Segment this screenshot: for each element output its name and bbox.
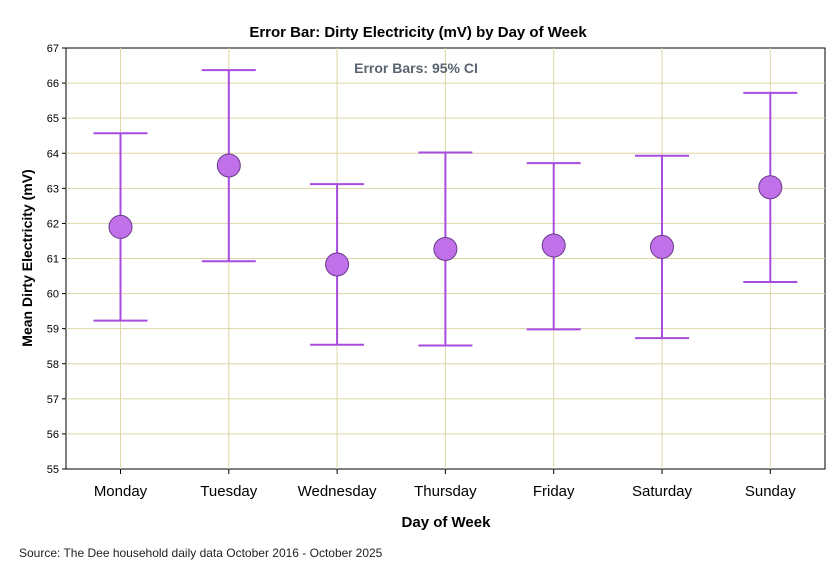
y-tick-label: 59 [47,324,59,336]
y-tick-label: 64 [47,148,59,160]
error-bar-saturday [635,154,689,340]
error-bar-tuesday [201,69,256,263]
mean-marker [216,153,241,178]
x-axis-label: Day of Week [402,514,492,531]
source-note: Source: The Dee household daily data Oct… [19,546,383,560]
y-tick-label: 61 [47,254,59,266]
error-bar-sunday [743,91,798,284]
error-bar-wednesday [310,183,365,346]
x-tick-label-friday: Friday [533,483,575,500]
y-tick-label: 62 [47,218,59,230]
y-tick-label: 63 [47,183,59,195]
mean-marker [758,175,783,200]
y-tick-label: 57 [47,394,59,406]
x-tick-label-monday: Monday [94,483,148,500]
y-axis-ticks: 55 56 57 58 59 60 61 62 63 64 65 66 67 [47,43,66,476]
chart-title: Error Bar: Dirty Electricity (mV) by Day… [249,24,587,41]
x-tick-label-tuesday: Tuesday [200,483,257,500]
error-bar-monday [93,132,148,322]
y-tick-label: 66 [47,78,59,90]
error-bar-annotation: Error Bars: 95% CI [354,60,478,76]
x-tick-label-thursday: Thursday [414,483,477,500]
x-tick-label-saturday: Saturday [632,483,693,500]
y-tick-label: 65 [47,113,59,125]
mean-marker [108,214,133,239]
mean-marker [433,237,458,262]
x-axis-ticks: Monday Tuesday Wednesday Thursday Friday Satu… [94,469,796,500]
mean-marker [650,234,674,259]
y-tick-label: 58 [47,359,59,371]
error-bars-layer [93,69,798,347]
y-tick-label: 56 [47,429,59,441]
y-tick-label: 55 [47,464,59,476]
y-tick-label: 60 [47,289,59,301]
mean-marker [325,252,350,277]
error-bar-thursday [418,151,473,347]
y-axis-label: Mean Dirty Electricity (mV) [19,169,35,346]
x-tick-label-wednesday: Wednesday [298,483,377,500]
x-tick-label-sunday: Sunday [745,483,796,500]
y-tick-label: 67 [47,43,59,55]
mean-marker [541,233,566,258]
error-bar-friday [526,162,581,331]
